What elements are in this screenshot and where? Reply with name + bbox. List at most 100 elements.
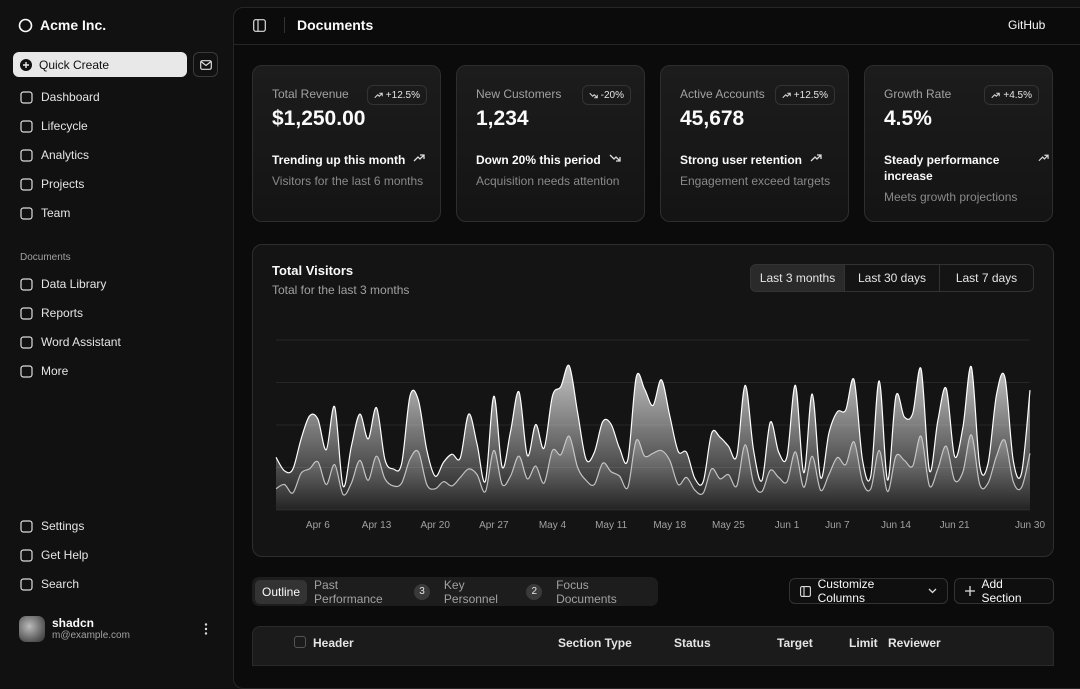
tab-count: 2 [526,583,543,600]
user-menu[interactable] [203,622,209,636]
user-email: m@example.com [52,630,130,641]
sidebar-toggle[interactable] [253,19,266,32]
github-link[interactable]: GitHub [1008,18,1046,32]
select-all-checkbox[interactable] [294,636,306,648]
nav-item[interactable]: Search [20,574,79,594]
x-tick-label: Apr 13 [362,520,392,531]
metric-card: Active Accounts +12.5% 45,678 Strong user r… [660,65,849,222]
icon-shape [20,548,33,562]
table-header [252,626,1054,666]
nav-item[interactable]: Lifecycle [20,116,88,136]
footer-text: Strong user retention [680,153,803,167]
x-tick-label: May 18 [653,520,686,531]
nav-item[interactable]: Data Library [20,274,106,294]
quick-create-button[interactable]: Quick Create [13,52,187,77]
trend-line [1038,154,1049,162]
card-badge: +12.5% [774,85,835,105]
trend-line [374,92,383,98]
x-tick-label: May 11 [595,520,627,531]
page: Dashboard html, body { margin: 0; paddin… [13,7,1080,689]
card-description: Engagement exceed targets [680,174,831,188]
icon-shape [20,148,33,162]
card-description: Meets growth projections [884,190,1018,204]
card-description: Acquisition needs attention [476,174,620,188]
x-tick-label: Apr 27 [479,520,509,531]
area-line [275,364,1031,488]
chevron [928,588,937,594]
nav-item[interactable]: Analytics [20,145,89,165]
nav-item[interactable]: Word Assistant [20,332,121,352]
card-value: 45,678 [680,107,745,130]
trend-icon [374,92,383,98]
header-border [233,44,1080,45]
card-title: New Customers [476,87,562,101]
nav-item[interactable]: More [20,361,68,381]
nav-item[interactable]: Dashboard [20,87,100,107]
nav-label: Projects [41,177,85,191]
nav-icon [20,519,33,533]
tabs: Outline Past Performance 3 Key Personnel 2 Fo… [252,577,658,606]
trend-line [413,154,425,162]
area [276,365,1030,496]
column-header: Status [674,636,711,650]
range-option[interactable]: Last 30 days [845,264,940,292]
card-footer: Steady performance increase [884,152,1049,184]
metric-card: New Customers -20% 1,234 Down 20% this peri… [456,65,645,222]
page-title: Documents [297,17,374,33]
nav-icon [20,277,33,291]
nav-icon [20,364,33,378]
nav-label: Analytics [41,148,90,162]
tab[interactable]: Key Personnel 2 [437,577,549,606]
chart: Apr 6 Apr 13 Apr 20 Apr 27 May 4 May 11 May 18… [275,339,1045,531]
range-option[interactable]: Last 3 months [750,264,845,292]
nav-item[interactable]: Reports [20,303,83,323]
nav-item[interactable]: Team [20,203,70,223]
divider [284,17,285,33]
plus-icon [965,586,975,596]
card-footer: Down 20% this period [476,152,641,168]
trend-line [991,92,1001,98]
inbox-button[interactable] [193,52,218,77]
nav-item[interactable]: Projects [20,174,84,194]
card-value: 1,234 [476,107,529,130]
x-tick-label: May 4 [539,520,567,531]
card-value: 4.5% [884,107,932,130]
x-tick-label: Jun 14 [881,520,911,531]
user-name: shadcn [52,616,95,630]
icon-shape [20,206,33,220]
range-option[interactable]: Last 7 days [940,264,1034,292]
trend-line [589,92,598,98]
nav-item[interactable]: Settings [20,516,84,536]
card-badge: -20% [581,85,631,105]
badge-label: +12.5% [793,89,828,101]
icon-shape [20,577,33,591]
button-label: Add Section [981,577,1022,605]
tab[interactable]: Outline [255,579,308,604]
column-header: Reviewer [888,636,941,650]
tab[interactable]: Focus Documents [549,578,658,606]
footer-text: Steady performance increase [884,153,1000,183]
metric-card: Total Revenue +12.5% $1,250.00 Trending up … [252,65,441,222]
trend-line [609,154,621,162]
trend-icon [991,92,1001,98]
nav-item[interactable]: Get Help [20,545,88,565]
trend-icon [810,154,822,162]
column-header: Limit [849,636,878,650]
brand-name: Acme Inc. [40,17,107,33]
x-tick-label: Apr 6 [306,520,330,531]
icon-shape [20,90,33,104]
columns-icon [800,585,811,597]
card-badge: +4.5% [984,85,1039,105]
section-label: Documents [20,252,71,263]
nav-label: Team [41,206,71,220]
add-section-button[interactable]: Add Section [954,577,1054,605]
customize-columns-button[interactable]: Customize Columns [789,577,948,605]
nav-label: Search [41,577,80,591]
card-footer: Strong user retention [680,152,845,168]
nav-label: Get Help [41,548,89,562]
footer-text: Trending up this month [272,153,406,167]
nav-label: Reports [41,306,84,320]
x-tick-label: Apr 20 [420,520,450,531]
tab[interactable]: Past Performance 3 [307,578,437,606]
tab-label: Key Personnel [443,577,498,606]
